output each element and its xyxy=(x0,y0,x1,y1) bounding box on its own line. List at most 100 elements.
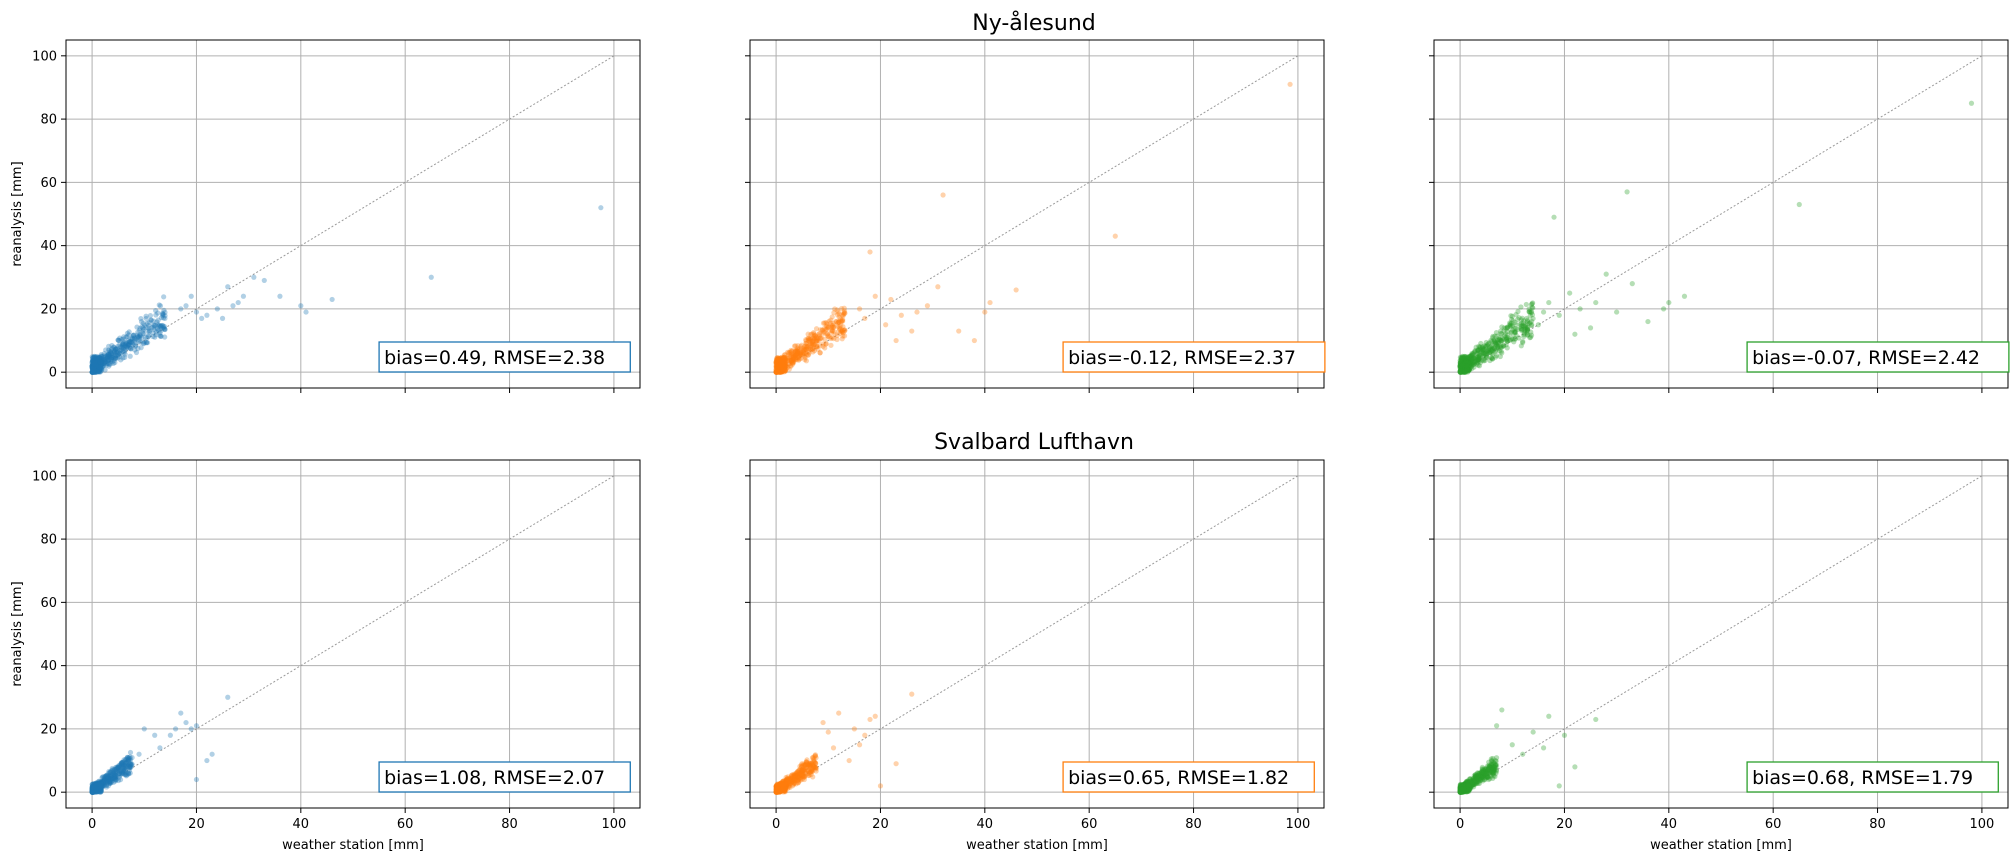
data-point xyxy=(773,356,780,362)
data-point xyxy=(778,359,784,365)
data-point xyxy=(834,336,840,343)
data-point xyxy=(89,369,95,375)
data-point xyxy=(778,361,784,368)
data-point xyxy=(1567,290,1573,296)
data-point xyxy=(98,355,104,361)
data-point xyxy=(836,319,842,325)
data-point xyxy=(781,362,787,368)
data-point xyxy=(794,350,800,356)
data-point xyxy=(775,361,781,368)
data-point xyxy=(97,359,104,365)
data-point xyxy=(812,333,818,339)
data-point xyxy=(114,350,120,356)
data-point xyxy=(104,355,110,361)
data-point xyxy=(140,340,147,346)
data-point xyxy=(779,354,785,360)
data-point xyxy=(810,340,816,346)
data-point xyxy=(778,367,785,373)
data-point xyxy=(99,358,106,364)
scatter-points xyxy=(773,81,1293,375)
data-point xyxy=(817,335,823,341)
data-point xyxy=(94,359,100,365)
data-point xyxy=(1481,776,1487,782)
data-point xyxy=(115,352,121,358)
data-point xyxy=(122,351,128,357)
data-point xyxy=(118,357,124,363)
data-point xyxy=(824,323,830,329)
data-point xyxy=(143,315,149,322)
data-point xyxy=(1473,344,1479,350)
data-point xyxy=(104,360,110,366)
one-to-one-line xyxy=(775,55,1299,373)
data-point xyxy=(120,338,126,345)
data-point xyxy=(90,365,96,372)
data-point xyxy=(788,347,794,353)
data-point xyxy=(130,342,136,348)
stats-box xyxy=(378,341,631,373)
data-point xyxy=(781,358,788,364)
data-point xyxy=(91,363,97,369)
data-point xyxy=(109,342,115,349)
data-point xyxy=(99,358,105,364)
data-point xyxy=(95,356,101,362)
scatter-points xyxy=(1457,707,1599,795)
data-point xyxy=(1492,339,1499,345)
data-point xyxy=(143,324,149,330)
data-point xyxy=(777,361,783,367)
stats-annotation: bias=0.65, RMSE=1.82 xyxy=(1068,767,1289,789)
data-point xyxy=(96,367,102,373)
data-point xyxy=(774,360,781,366)
data-point xyxy=(89,369,95,375)
data-point xyxy=(101,351,107,357)
data-point xyxy=(91,367,98,373)
data-point xyxy=(775,365,781,371)
data-point xyxy=(100,361,106,367)
data-point xyxy=(940,192,946,198)
data-point xyxy=(812,342,818,348)
row-title-svalbard-lufthavn: Svalbard Lufthavn xyxy=(934,430,1134,455)
data-point xyxy=(126,342,132,348)
data-point xyxy=(775,368,781,374)
data-point xyxy=(1474,775,1481,781)
data-point xyxy=(89,363,95,369)
data-point xyxy=(117,768,123,774)
data-point xyxy=(96,368,102,374)
data-point xyxy=(774,358,780,364)
data-point xyxy=(1507,320,1513,326)
data-point xyxy=(94,363,101,369)
data-point xyxy=(96,366,102,372)
data-point xyxy=(781,360,787,366)
data-point xyxy=(1556,783,1562,789)
data-point xyxy=(777,365,783,371)
data-point xyxy=(123,340,129,347)
data-point xyxy=(781,362,787,368)
data-point xyxy=(105,783,111,789)
data-point xyxy=(838,305,845,312)
data-point xyxy=(822,336,828,342)
data-point xyxy=(1495,340,1502,346)
data-point xyxy=(835,319,842,325)
data-point xyxy=(1464,367,1470,373)
data-point xyxy=(95,364,101,370)
data-point xyxy=(204,312,210,318)
data-point xyxy=(92,356,98,363)
data-point xyxy=(1508,313,1514,319)
data-point xyxy=(1546,713,1552,719)
data-point xyxy=(129,335,135,341)
data-point xyxy=(1540,309,1547,315)
data-point xyxy=(838,328,844,334)
data-point xyxy=(140,328,146,334)
data-point xyxy=(188,726,194,732)
data-point xyxy=(90,366,96,372)
data-point xyxy=(129,339,135,345)
scatter-panel: bias=-0.07, RMSE=2.42 xyxy=(1429,39,2010,393)
data-point xyxy=(810,349,816,355)
data-point xyxy=(204,757,210,764)
data-point xyxy=(773,369,780,375)
data-point xyxy=(132,343,139,349)
data-point xyxy=(778,369,784,375)
x-tick-label: 60 xyxy=(1081,817,1098,832)
data-point xyxy=(1681,293,1688,299)
data-point xyxy=(777,368,783,374)
